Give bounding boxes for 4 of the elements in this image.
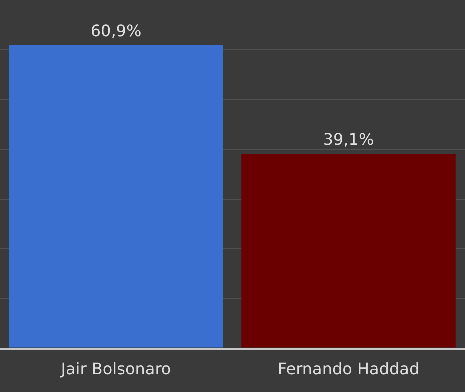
data-label: 60,9% xyxy=(90,22,142,40)
data-label: 39,1% xyxy=(323,130,374,150)
x-tick-label: Jair Bolsonaro xyxy=(60,360,172,379)
x-tick-label: Fernando Haddad xyxy=(278,360,420,379)
